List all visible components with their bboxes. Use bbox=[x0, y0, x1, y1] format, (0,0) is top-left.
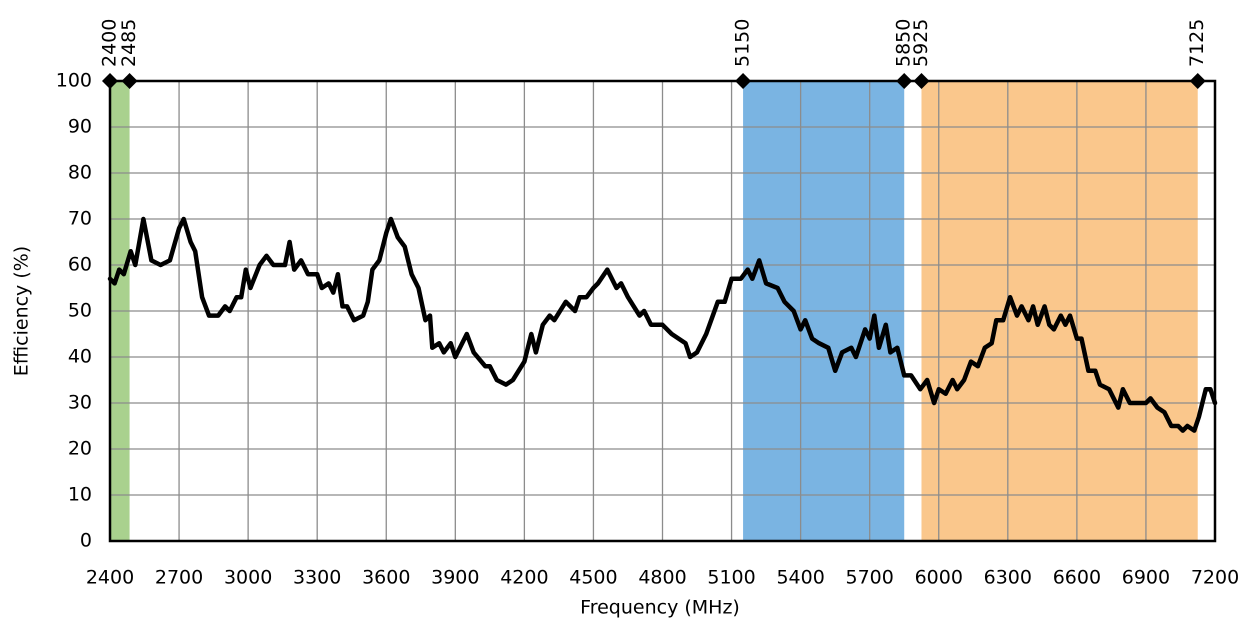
band-edge-label: 2400 bbox=[99, 19, 121, 67]
y-tick-label: 50 bbox=[68, 300, 92, 322]
band-edge-label: 5925 bbox=[910, 19, 932, 67]
x-tick-label: 6000 bbox=[915, 567, 963, 589]
x-tick-label: 2400 bbox=[86, 567, 134, 589]
x-tick-label: 3000 bbox=[224, 567, 272, 589]
x-tick-label: 5400 bbox=[776, 567, 824, 589]
x-tick-label: 3600 bbox=[362, 567, 410, 589]
band-edge-marker bbox=[735, 73, 752, 89]
x-tick-label: 4200 bbox=[500, 567, 548, 589]
plot-frame bbox=[108, 79, 1217, 543]
x-axis-label: Frequency (MHz) bbox=[580, 597, 740, 619]
efficiency-line bbox=[107, 216, 1218, 433]
band-edge-marker bbox=[896, 73, 913, 89]
band-edge-marker bbox=[913, 73, 930, 89]
y-tick-label: 40 bbox=[68, 346, 92, 368]
band-edge-label: 2485 bbox=[118, 19, 140, 67]
band-edge-label: 7125 bbox=[1186, 19, 1208, 67]
y-tick-label: 60 bbox=[68, 254, 92, 276]
x-tick-label: 2700 bbox=[155, 567, 203, 589]
y-tick-label: 100 bbox=[56, 70, 92, 92]
y-tick-label: 90 bbox=[68, 116, 92, 138]
x-tick-label: 6600 bbox=[1053, 567, 1101, 589]
x-tick-label: 3900 bbox=[431, 567, 479, 589]
x-tick-label: 7200 bbox=[1191, 567, 1239, 589]
y-tick-label: 70 bbox=[68, 208, 92, 230]
x-tick-label: 4800 bbox=[638, 567, 686, 589]
band-edge-label: 5150 bbox=[732, 19, 754, 67]
band-edge-marker bbox=[102, 73, 118, 89]
x-tick-label: 6900 bbox=[1122, 567, 1170, 589]
x-tick-label: 4500 bbox=[569, 567, 617, 589]
x-tick-label: 5700 bbox=[846, 567, 894, 589]
y-tick-label: 30 bbox=[68, 392, 92, 414]
x-tick-label: 3300 bbox=[293, 567, 341, 589]
y-tick-label: 10 bbox=[68, 484, 92, 506]
band-edge-marker bbox=[121, 73, 138, 89]
y-tick-label: 80 bbox=[68, 162, 92, 184]
y-tick-label: 20 bbox=[68, 438, 92, 460]
x-tick-label: 6300 bbox=[984, 567, 1032, 589]
band-edge-label: 5850 bbox=[893, 19, 915, 67]
band-edge-marker bbox=[1189, 73, 1206, 89]
y-tick-label: 0 bbox=[80, 530, 92, 552]
x-tick-label: 5100 bbox=[707, 567, 755, 589]
y-axis-label: Efficiency (%) bbox=[11, 246, 33, 376]
